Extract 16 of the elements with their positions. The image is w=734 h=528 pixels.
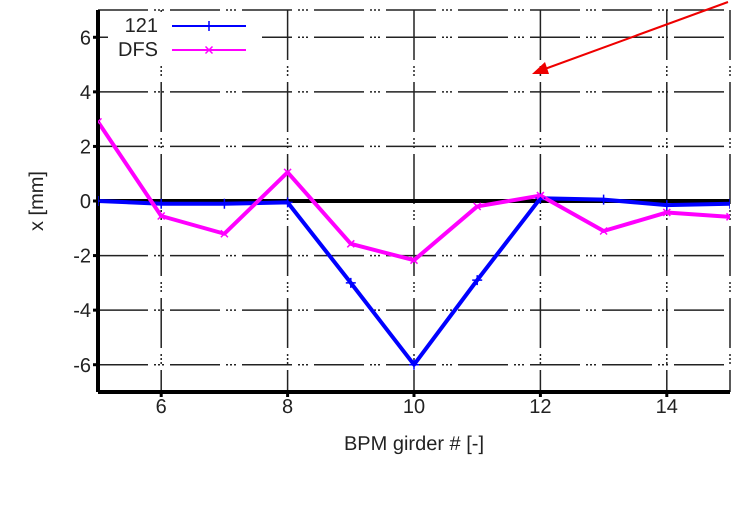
y-tick-label: 4 [80, 82, 91, 104]
legend-label: DFS [117, 38, 158, 62]
x-tick-label: 12 [529, 396, 552, 418]
x-tick-label: 8 [282, 396, 294, 418]
x-tick-label: 10 [402, 396, 426, 418]
x-axis-title: BPM girder # [-] [344, 433, 484, 455]
x-tick-label: 6 [156, 396, 167, 418]
legend-label: 121 [124, 14, 158, 38]
y-tick-label: -2 [73, 246, 91, 268]
y-axis-title: x [mm] [26, 171, 48, 231]
y-tick-label: 0 [80, 191, 91, 214]
y-tick-label: -4 [73, 300, 91, 322]
y-tick-label: 6 [80, 27, 91, 50]
x-tick-label: 14 [656, 396, 678, 418]
y-tick-label: 2 [80, 136, 91, 159]
y-tick-label: -6 [73, 354, 91, 377]
